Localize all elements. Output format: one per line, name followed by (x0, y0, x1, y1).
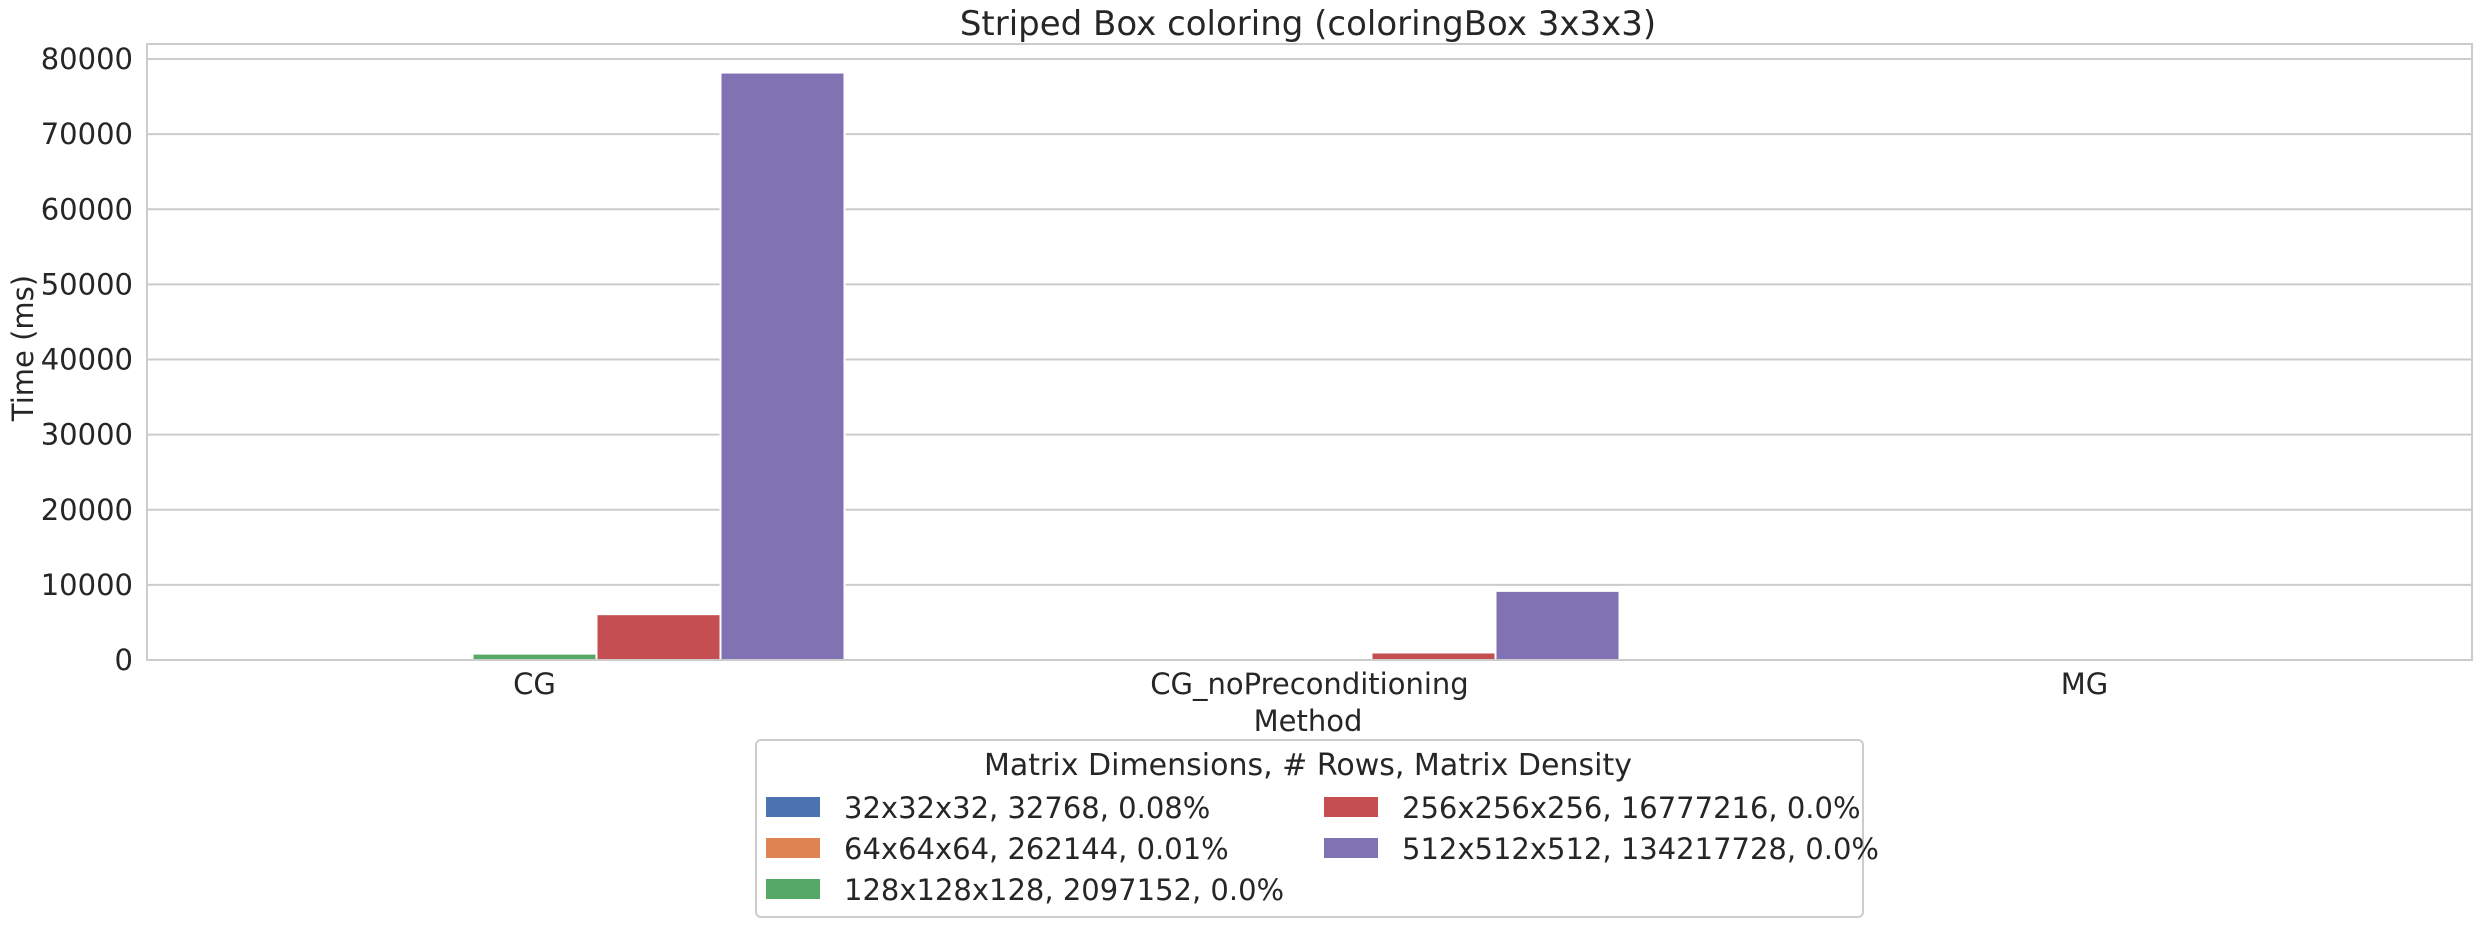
y-tick-label: 0 (115, 643, 133, 677)
legend-swatch (1324, 838, 1378, 858)
y-tick-label: 50000 (41, 267, 133, 301)
legend-label: 128x128x128, 2097152, 0.0% (844, 873, 1284, 907)
x-axis-label: Method (1254, 704, 1363, 738)
y-tick-label: 10000 (41, 568, 133, 602)
legend-label: 64x64x64, 262144, 0.01% (844, 832, 1229, 866)
grid-lines (147, 59, 2472, 660)
legend: Matrix Dimensions, # Rows, Matrix Densit… (756, 740, 1879, 917)
legend-label: 512x512x512, 134217728, 0.0% (1402, 832, 1879, 866)
x-tick-label: CG_noPreconditioning (1150, 667, 1468, 701)
x-tick-label: MG (2061, 667, 2109, 701)
legend-swatch (1324, 797, 1378, 817)
legend-title: Matrix Dimensions, # Rows, Matrix Densit… (984, 748, 1632, 783)
y-tick-label: 60000 (41, 192, 133, 226)
bar (597, 614, 721, 660)
x-tick-label: CG (513, 667, 556, 701)
chart-title: Striped Box coloring (coloringBox 3x3x3) (960, 4, 1656, 44)
bar (1496, 591, 1620, 660)
legend-swatch (766, 797, 820, 817)
legend-label: 256x256x256, 16777216, 0.0% (1402, 791, 1861, 825)
y-axis-label: Time (ms) (6, 275, 40, 422)
y-tick-label: 70000 (41, 117, 133, 151)
legend-label: 32x32x32, 32768, 0.08% (844, 791, 1210, 825)
y-tick-labels: 0 10000 20000 30000 40000 50000 60000 70000 8000… (41, 42, 133, 677)
bar (1372, 652, 1496, 660)
y-tick-label: 30000 (41, 418, 133, 452)
bar (721, 73, 845, 660)
legend-swatch (766, 838, 820, 858)
x-tick-labels: CG CG_noPreconditioning MG (513, 667, 2108, 701)
y-tick-label: 80000 (41, 42, 133, 76)
bars (225, 73, 2395, 660)
plot-frame (147, 44, 2472, 660)
legend-swatch (766, 879, 820, 899)
y-tick-label: 20000 (41, 493, 133, 527)
y-tick-label: 40000 (41, 343, 133, 377)
